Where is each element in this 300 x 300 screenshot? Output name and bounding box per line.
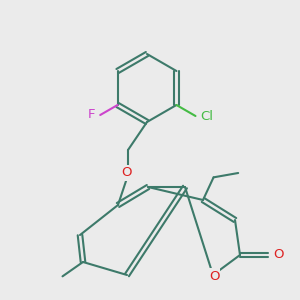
- Text: F: F: [88, 109, 95, 122]
- Text: O: O: [273, 248, 283, 260]
- Text: Cl: Cl: [200, 110, 213, 122]
- Text: O: O: [209, 269, 219, 283]
- Text: O: O: [122, 167, 132, 179]
